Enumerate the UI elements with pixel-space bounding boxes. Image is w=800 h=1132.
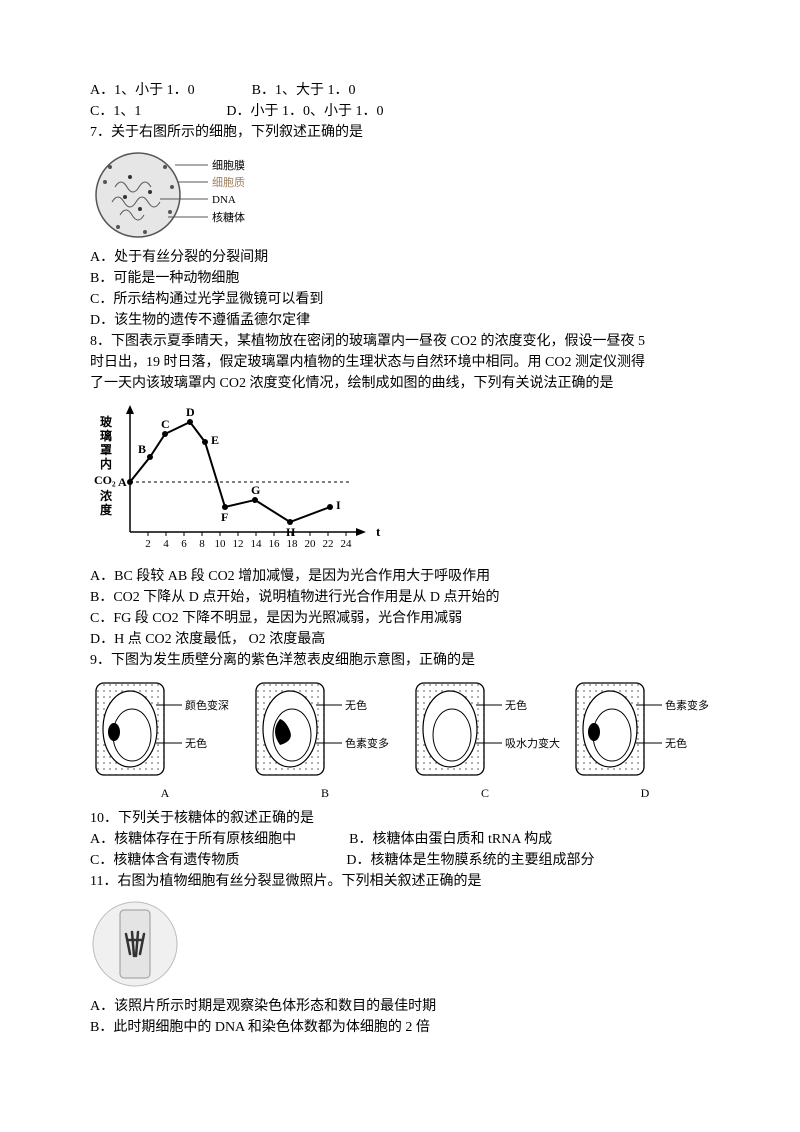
svg-text:无色: 无色 [185, 736, 207, 750]
svg-text:D: D [186, 405, 195, 419]
q7-label-2: 细胞质 [212, 176, 245, 189]
q10-stem: 10．下列关于核糖体的叙述正确的是 [90, 808, 710, 829]
svg-text:I: I [336, 498, 341, 512]
q7-figure: 细胞膜 细胞质 DNA 核糖体 [90, 147, 710, 243]
q11-stem: 11．右图为植物细胞有丝分裂显微照片。下列相关叙述正确的是 [90, 871, 710, 892]
q11-opt-a: A．该照片所示时期是观察染色体形态和数目的最佳时期 [90, 996, 710, 1017]
q9-caption-c: C [481, 784, 489, 802]
svg-text:色素变多: 色素变多 [345, 736, 389, 750]
q8-stem3: 了一天内该玻璃罩内 CO2 浓度变化情况，绘制成如图的曲线，下列有关说法正确的是 [90, 373, 710, 394]
q8-opt-b: B．CO2 下降从 D 点开始，说明植物进行光合作用是从 D 点开始的 [90, 587, 710, 608]
svg-text:玻: 玻 [100, 414, 113, 429]
q7-opt-c: C．所示结构通过光学显微镜可以看到 [90, 289, 710, 310]
svg-text:E: E [211, 433, 219, 447]
q7-opt-b: B．可能是一种动物细胞 [90, 268, 710, 289]
svg-text:G: G [251, 483, 260, 497]
svg-text:璃: 璃 [100, 428, 112, 443]
q9-caption-a: A [161, 784, 170, 802]
svg-text:4: 4 [163, 538, 169, 550]
svg-text:8: 8 [199, 538, 205, 550]
q10-opt-d: D．核糖体是生物膜系统的主要组成部分 [346, 853, 594, 868]
svg-text:CO₂: CO₂ [94, 473, 116, 487]
svg-text:14: 14 [251, 538, 263, 550]
q9-cell-b: 无色色素变多 B [250, 677, 400, 802]
q11-figure [90, 896, 710, 992]
svg-text:无色: 无色 [505, 698, 527, 712]
svg-text:颜色变深: 颜色变深 [185, 698, 229, 712]
q6-opt-a: A．1、小于 1．0 [90, 83, 195, 98]
svg-text:A: A [118, 475, 127, 489]
svg-text:H: H [286, 525, 296, 539]
q6-opt-b: B．1、大于 1．0 [252, 83, 356, 98]
q9-caption-d: D [641, 784, 650, 802]
q8-opt-c: C．FG 段 CO2 下降不明显，是因为光照减弱，光合作用减弱 [90, 608, 710, 629]
q7-label-4: 核糖体 [212, 210, 245, 224]
q9-caption-b: B [321, 784, 329, 802]
q7-opt-a: A．处于有丝分裂的分裂间期 [90, 247, 710, 268]
q7-label-3: DNA [212, 194, 236, 206]
q11-opt-b: B．此时期细胞中的 DNA 和染色体数都为体细胞的 2 倍 [90, 1017, 710, 1038]
svg-text:内: 内 [100, 456, 112, 471]
svg-text:吸水力变大: 吸水力变大 [505, 736, 560, 750]
svg-text:16: 16 [269, 538, 281, 550]
q8-opt-d: D．H 点 CO2 浓度最低， O2 浓度最高 [90, 629, 710, 650]
q9-cell-c: 无色吸水力变大 C [410, 677, 560, 802]
svg-text:F: F [221, 510, 228, 524]
q8-stem1: 8．下图表示夏季晴天，某植物放在密闭的玻璃罩内一昼夜 CO2 的浓度变化，假设一… [90, 331, 710, 352]
svg-text:22: 22 [323, 538, 334, 550]
q6-opt-c: C．1、1 [90, 104, 141, 119]
svg-text:10: 10 [215, 538, 227, 550]
svg-text:24: 24 [341, 538, 353, 550]
q10-opt-c: C．核糖体含有遗传物质 [90, 853, 239, 868]
svg-text:2: 2 [145, 538, 151, 550]
q9-cell-a: 颜色变深无色 A [90, 677, 240, 802]
q10-opt-b: B．核糖体由蛋白质和 tRNA 构成 [349, 832, 552, 847]
svg-text:无色: 无色 [665, 736, 687, 750]
svg-text:C: C [161, 417, 170, 431]
svg-text:色素变多: 色素变多 [665, 698, 709, 712]
q7-label-1: 细胞膜 [212, 159, 245, 172]
q9-stem: 9．下图为发生质壁分离的紫色洋葱表皮细胞示意图，正确的是 [90, 650, 710, 671]
svg-text:18: 18 [287, 538, 299, 550]
svg-text:6: 6 [181, 538, 187, 550]
svg-text:浓: 浓 [100, 488, 113, 503]
q6-opt-d: D．小于 1．0、小于 1．0 [226, 104, 383, 119]
q9-figure-row: 颜色变深无色A 无色色素变多B 无色吸水力变大C 色素变多无色D [90, 677, 710, 802]
svg-text:B: B [138, 442, 146, 456]
q7-opt-d: D．该生物的遗传不遵循孟德尔定律 [90, 310, 710, 331]
q8-stem2: 时日出，19 时日落，假定玻璃罩内植物的生理状态与自然环境中相同。用 CO2 测… [90, 352, 710, 373]
q9-cell-d: 色素变多无色 D [570, 677, 720, 802]
svg-text:12: 12 [233, 538, 244, 550]
q10-opt-a: A．核糖体存在于所有原核细胞中 [90, 832, 296, 847]
svg-text:罩: 罩 [100, 443, 112, 457]
q8-chart: 玻 璃 罩 内 CO₂ 浓 度 ABCDEFGHI 24681012141618… [90, 402, 710, 562]
svg-text:无色: 无色 [345, 698, 367, 712]
svg-text:20: 20 [305, 538, 317, 550]
q7-stem: 7．关于右图所示的细胞，下列叙述正确的是 [90, 122, 710, 143]
svg-text:t: t [376, 524, 381, 539]
q8-opt-a: A．BC 段较 AB 段 CO2 增加减慢，是因为光合作用大于呼吸作用 [90, 566, 710, 587]
svg-text:度: 度 [100, 502, 113, 517]
